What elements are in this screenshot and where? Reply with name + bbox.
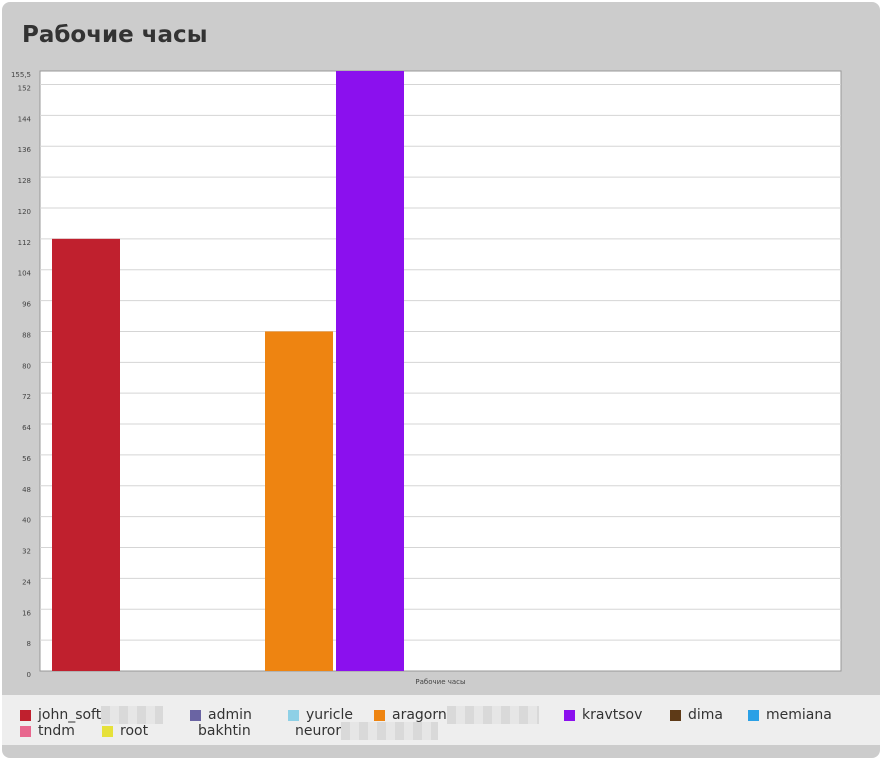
y-tick-label: 0	[27, 671, 31, 679]
legend-label: memiana	[766, 707, 832, 723]
legend-item-bakhtin[interactable]: bakhtin	[180, 723, 251, 739]
legend-swatch	[670, 709, 681, 721]
legend-item-memiana[interactable]: memiana	[748, 707, 832, 723]
page-title: Рабочие часы	[22, 22, 208, 48]
legend-swatch	[374, 709, 385, 721]
legend-swatch	[288, 709, 299, 721]
bar-john_soft	[52, 238, 120, 672]
legend-label: bakhtin	[198, 723, 251, 739]
legend-item-yuricle[interactable]: yuricle	[288, 707, 353, 723]
x-axis-label: Рабочие часы	[415, 678, 465, 686]
legend-label: yuricle	[306, 707, 354, 723]
y-tick-label: 152	[18, 85, 31, 93]
legend-swatch	[277, 726, 288, 737]
y-tick-label: 56	[22, 455, 31, 463]
y-tick-label: 144	[18, 115, 32, 123]
legend-swatch	[180, 726, 191, 737]
y-tick-label: 104	[18, 270, 32, 278]
legend-item-dima[interactable]: dima	[670, 707, 723, 723]
bar-kravtsov	[336, 71, 404, 671]
y-tick-label: 120	[18, 208, 31, 216]
y-tick-label: 8	[27, 640, 31, 648]
y-tick-label: 40	[22, 517, 31, 525]
legend-item-john_soft[interactable]: john_soft	[20, 706, 164, 724]
legend-item-aragorn[interactable]: aragorn	[374, 706, 539, 724]
y-tick-label: 64	[22, 424, 31, 432]
bar-chart: 0 8 16 24 32 40 48 56 64 72 80 88 96 104 112 120 128 136 1…	[11, 70, 842, 686]
legend-label: kravtsov	[582, 707, 643, 723]
y-tick-label: 80	[22, 362, 31, 370]
y-tick-label: 155,5	[11, 71, 31, 79]
legend-item-neuror[interactable]: neuror	[277, 722, 439, 740]
legend-label: tndm	[38, 723, 75, 739]
legend-label: root	[120, 723, 149, 739]
legend-label: neuror	[295, 723, 342, 739]
y-tick-label: 136	[18, 146, 32, 154]
legend-swatch	[20, 709, 31, 721]
legend-item-root[interactable]: root	[102, 723, 148, 739]
chart-legend: john_soft admin yuricle aragorn kravtsov dima…	[2, 695, 880, 745]
plot-area	[39, 70, 842, 672]
y-tick-label: 72	[22, 393, 31, 401]
y-tick-label: 32	[22, 548, 31, 556]
y-tick-label: 24	[22, 578, 31, 586]
y-tick-label: 112	[18, 239, 31, 247]
legend-label: admin	[208, 707, 252, 723]
redacted-text	[101, 706, 164, 724]
y-tick-label: 128	[18, 177, 31, 185]
legend-item-admin[interactable]: admin	[190, 707, 252, 723]
legend-item-kravtsov[interactable]: kravtsov	[564, 707, 642, 723]
y-tick-label: 48	[22, 486, 31, 494]
legend-swatch	[20, 725, 31, 737]
legend-label: dima	[688, 707, 723, 723]
y-tick-label: 16	[22, 609, 31, 617]
legend-label: john_soft	[38, 707, 102, 723]
legend-item-tndm[interactable]: tndm	[20, 723, 75, 739]
legend-label: aragorn	[392, 707, 447, 723]
redacted-text	[341, 722, 439, 740]
legend-swatch	[748, 709, 759, 721]
bar-aragorn	[265, 331, 333, 671]
y-tick-label: 96	[22, 301, 31, 309]
y-tick-label: 88	[22, 331, 31, 339]
legend-swatch	[564, 709, 575, 721]
legend-swatch	[190, 709, 201, 721]
legend-swatch	[102, 725, 113, 737]
redacted-text	[446, 706, 539, 724]
